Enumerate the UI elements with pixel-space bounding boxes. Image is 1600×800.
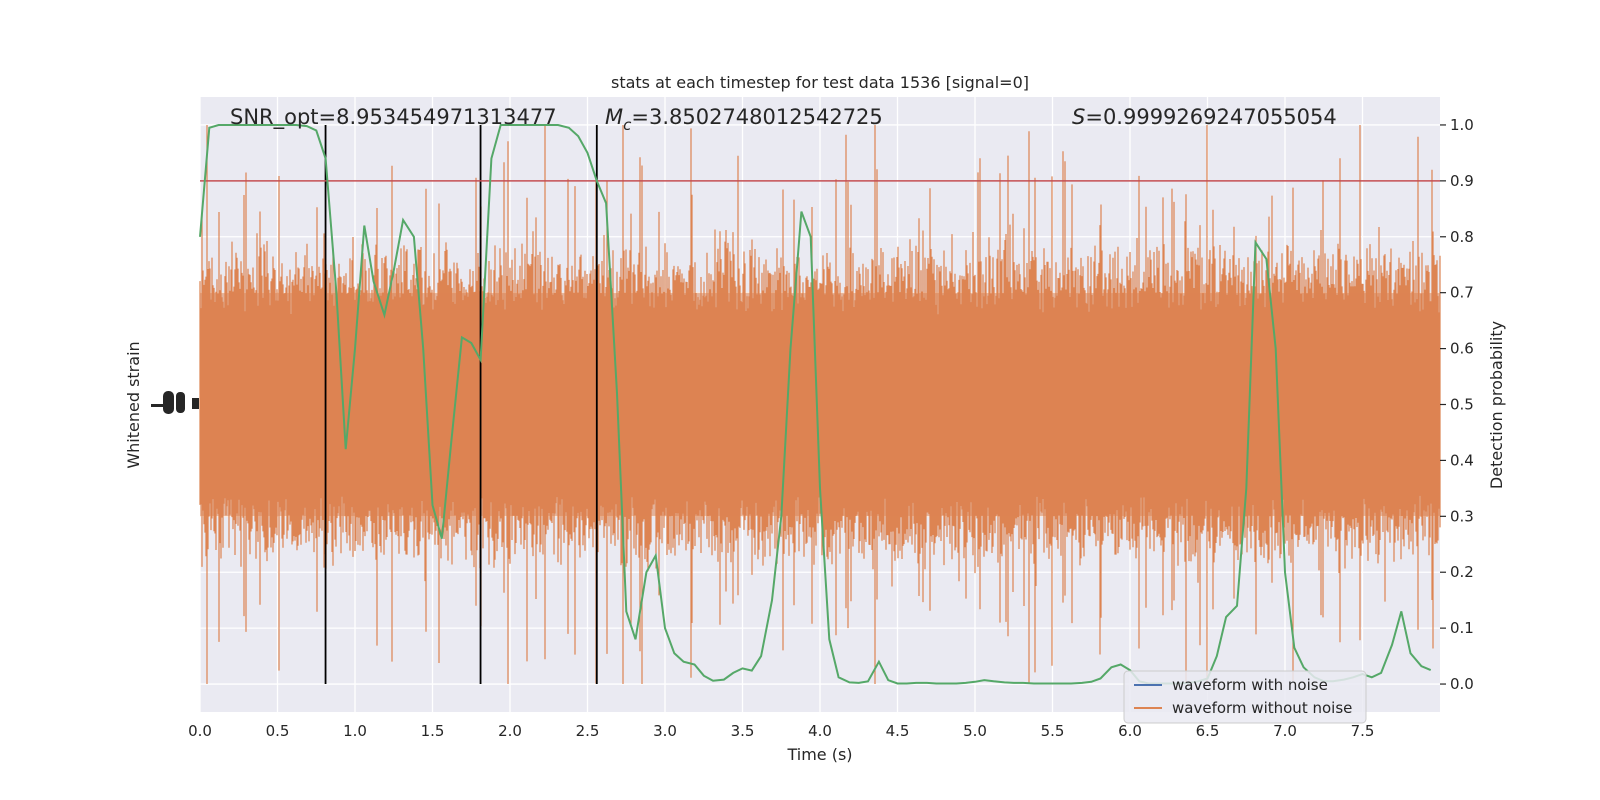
x-tick-label-6: 3.0 — [653, 722, 677, 740]
annotation-snr: SNR_opt=8.953454971313477 — [230, 105, 557, 130]
y-tick-label-4: 0.4 — [1450, 451, 1474, 469]
x-tick-label-8: 4.0 — [808, 722, 832, 740]
x-tick-label-14: 7.0 — [1273, 722, 1297, 740]
y-tick-label-0: 0.0 — [1450, 675, 1474, 693]
y-axis-right-label: Detection probability — [1487, 321, 1506, 489]
y-tick-label-10: 1.0 — [1450, 116, 1474, 134]
y-tick-label-9: 0.9 — [1450, 172, 1474, 190]
y-tick-label-5: 0.5 — [1450, 396, 1474, 414]
annotation-mc-symbol: M — [605, 105, 623, 129]
annotation-s: S=0.9999269247055054 — [1072, 105, 1337, 129]
x-tick-label-12: 6.0 — [1118, 722, 1142, 740]
legend-label-without-noise: waveform without noise — [1172, 699, 1352, 717]
x-tick-label-15: 7.5 — [1351, 722, 1375, 740]
y-tick-label-7: 0.7 — [1450, 284, 1474, 302]
x-axis-ticks: 0.0 0.5 1.0 1.5 2.0 2.5 3.0 3.5 4.0 4.5 5.0 5.5 6.0 6… — [188, 722, 1374, 740]
y-axis-left-label: Whitened strain — [124, 341, 143, 468]
annotation-mc-value: =3.8502748012542725 — [631, 105, 882, 129]
y-tick-label-2: 0.2 — [1450, 563, 1474, 581]
y-tick-label-1: 0.1 — [1450, 619, 1474, 637]
x-tick-label-7: 3.5 — [731, 722, 755, 740]
annotation-s-value: =0.9999269247055054 — [1085, 105, 1336, 129]
left-axis-tick-clutter — [151, 391, 199, 414]
y-tick-label-3: 0.3 — [1450, 507, 1474, 525]
chart-title: stats at each timestep for test data 153… — [611, 73, 1029, 92]
x-tick-label-4: 2.0 — [498, 722, 522, 740]
annotation-mc: Mc=3.8502748012542725 — [605, 105, 883, 134]
x-tick-label-1: 0.5 — [266, 722, 290, 740]
x-tick-label-0: 0.0 — [188, 722, 212, 740]
legend-label-with-noise: waveform with noise — [1172, 676, 1328, 694]
x-axis-label: Time (s) — [786, 745, 852, 764]
x-tick-label-11: 5.5 — [1041, 722, 1065, 740]
legend: waveform with noise waveform without noi… — [1123, 670, 1367, 724]
y-axis-right-ticks: 0.0 0.1 0.2 0.3 0.4 0.5 0.6 0.7 0.8 0.9 1.0 — [1440, 116, 1474, 693]
x-tick-label-5: 2.5 — [576, 722, 600, 740]
x-tick-label-13: 6.5 — [1196, 722, 1220, 740]
x-tick-label-3: 1.5 — [421, 722, 445, 740]
series-detection-probability — [199, 124, 1432, 685]
annotation-s-symbol: S — [1072, 105, 1085, 129]
x-tick-label-9: 4.5 — [886, 722, 910, 740]
y-tick-label-8: 0.8 — [1450, 228, 1474, 246]
annotation-mc-sub: c — [623, 116, 632, 134]
x-tick-label-10: 5.0 — [963, 722, 987, 740]
vertical-markers — [324, 124, 598, 685]
legend-box — [1123, 670, 1367, 724]
y-tick-label-6: 0.6 — [1450, 340, 1474, 358]
x-tick-label-2: 1.0 — [343, 722, 367, 740]
